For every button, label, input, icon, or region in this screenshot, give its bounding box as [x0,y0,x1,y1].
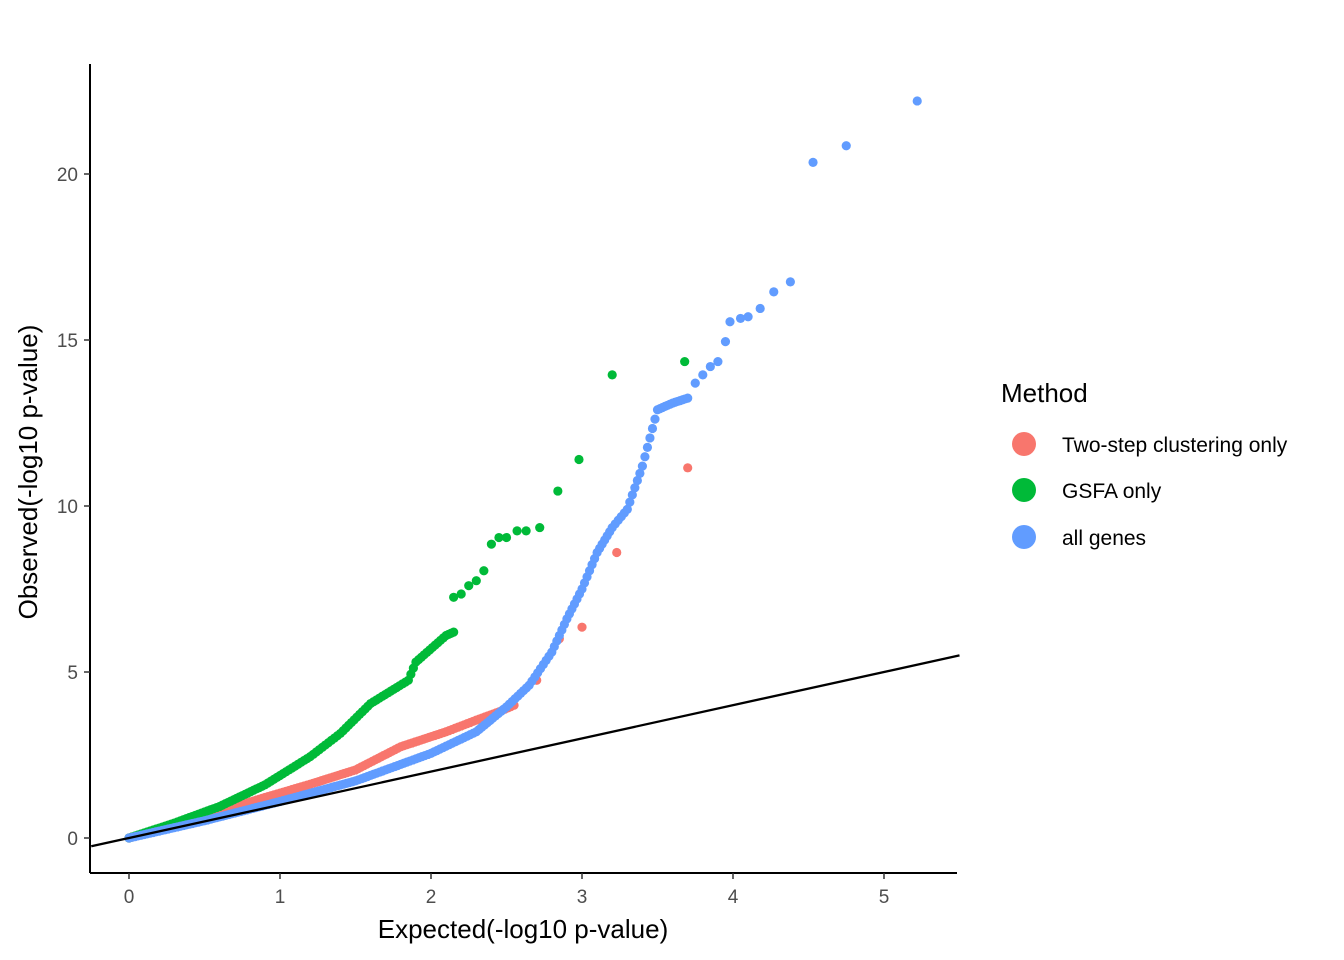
data-point [725,317,735,327]
x-tick-label: 0 [124,887,135,908]
x-tick-label: 5 [879,887,890,908]
x-tick-label: 3 [577,887,588,908]
data-point [912,96,922,106]
data-point [635,468,645,478]
data-point [553,486,563,496]
data-point [577,622,587,632]
legend-title: Method [1001,378,1088,408]
legend-label-all-genes: all genes [1062,527,1146,550]
reference-line [91,654,960,848]
x-tick-label: 4 [728,887,739,908]
data-point [698,370,708,380]
data-point [642,442,653,452]
data-point [637,461,648,471]
data-point [743,312,753,322]
y-tick-label: 20 [57,165,78,186]
y-axis-ticks: 0 5 10 15 20 [57,165,90,850]
data-point [630,483,640,493]
data-point [479,566,489,576]
data-point [640,452,650,462]
y-tick-label: 0 [67,829,78,850]
data-point [486,539,496,549]
data-point [841,141,851,151]
data-point [705,361,715,372]
legend-key-two-step [1012,432,1036,456]
data-point [755,303,765,314]
data-point [535,522,545,533]
data-point [456,589,466,599]
data-point [808,157,818,167]
legend-label-two-step: Two-step clustering only [1062,434,1288,457]
data-point [645,433,655,443]
x-axis-ticks: 0 1 2 3 4 5 [124,873,890,908]
legend-label-gsfa: GSFA only [1062,480,1162,503]
data-point [494,532,504,543]
data-point [632,475,642,486]
data-point [521,526,531,536]
data-point [512,526,522,536]
data-point [769,287,779,297]
data-point [713,356,723,367]
y-tick-label: 10 [57,497,78,518]
data-point [449,592,459,602]
data-point [735,313,746,324]
data-point [501,532,512,543]
x-axis-title: Expected(-log10 p-value) [378,914,669,944]
data-point [471,576,481,586]
data-point [720,337,731,347]
data-point [683,393,693,403]
data-point [464,581,474,591]
data-point [690,378,700,388]
data-point [612,547,622,558]
data-point [627,490,637,500]
y-tick-label: 15 [57,331,78,352]
data-point [680,356,690,367]
data-point [449,627,459,637]
data-point [650,414,660,424]
data-point [574,454,584,465]
data-point [607,370,617,380]
x-tick-label: 1 [275,887,286,908]
data-point [785,277,795,287]
y-tick-label: 5 [67,663,78,684]
data-point [625,497,635,507]
data-point [647,423,658,434]
data-point [622,504,632,514]
x-tick-label: 2 [426,887,437,908]
data-point [683,463,693,473]
legend-key-all-genes [1012,525,1036,549]
legend-key-gsfa [1012,478,1036,502]
y-axis-title: Observed(-log10 p-value) [13,325,43,620]
legend: Method Two-step clustering only GSFA onl… [1001,378,1288,550]
